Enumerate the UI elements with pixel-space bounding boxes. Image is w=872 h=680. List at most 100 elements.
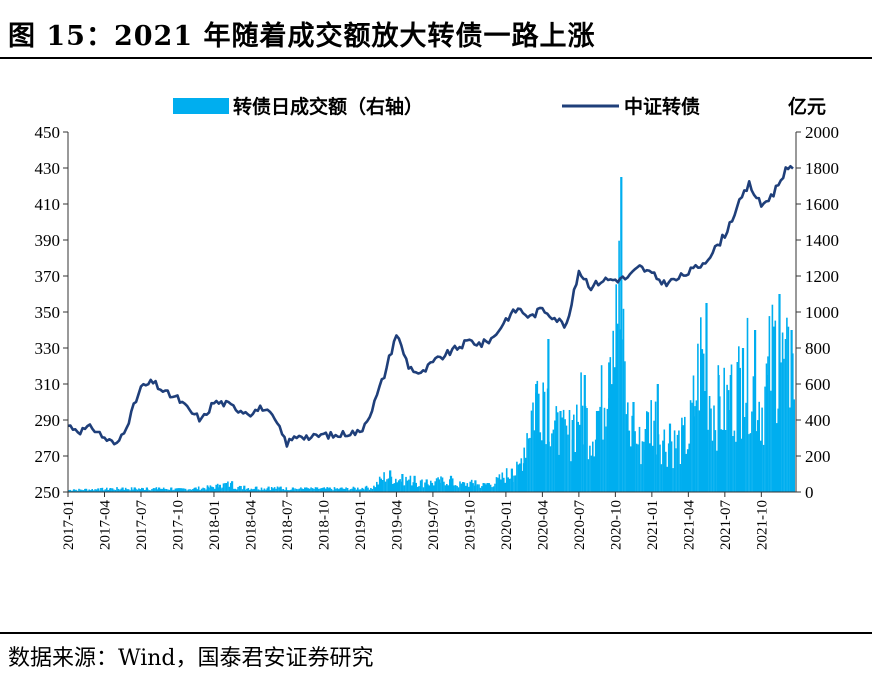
volume-bar [235,489,238,492]
volume-bar [362,488,365,492]
volume-bar [593,456,596,492]
volume-bar [186,490,188,492]
volume-bar [281,489,283,492]
right-axis-unit: 亿元 [788,95,826,118]
volume-bar [514,475,517,492]
volume-bar [305,487,308,492]
volume-bar-peak [790,330,793,492]
volume-bar [257,489,260,492]
volume-bar [758,401,760,492]
volume-bar [82,490,85,492]
volume-bar-peak [340,487,343,492]
volume-bar [338,489,340,492]
volume-bar [135,488,137,492]
x-tick-label: 2021-01 [645,500,661,550]
volume-bar-peak [498,479,501,492]
volume-bar [205,489,207,492]
volume-bar [313,488,315,492]
volume-bar [613,367,616,492]
volume-bar [295,488,298,492]
volume-bar [552,429,555,492]
volume-bar [251,489,254,492]
volume-bar [764,386,766,492]
volume-bar [301,488,304,492]
volume-bar [460,483,463,492]
volume-bar-peak [206,486,209,492]
volume-bar [665,451,667,492]
volume-bar [735,441,737,492]
volume-bar [673,430,676,492]
volume-bar [733,430,736,492]
volume-bar [208,487,210,492]
volume-bar [103,490,105,492]
volume-bar [743,417,746,492]
volume-bar [148,490,150,492]
volume-bar [428,485,431,492]
volume-bar [594,439,597,492]
volume-bar [278,487,280,492]
volume-bar [224,483,226,492]
volume-bar [381,480,384,492]
volume-bar [202,487,204,492]
volume-bar [654,401,657,492]
chart-svg: 转债日成交额（右轴） 中证转债 亿元 250 270 290 310 330 350 370… [35,95,840,550]
volume-bar [383,472,385,492]
volume-bar [120,488,123,492]
left-tick-label: 370 [35,267,61,286]
legend-label-index: 中证转债 [624,95,700,118]
volume-bar [132,489,134,492]
x-tick-label: 2019-01 [353,500,369,550]
volume-bar [234,488,236,492]
volume-bar [492,486,495,492]
volume-bar [545,444,547,492]
volume-bar [87,490,89,492]
volume-bar [119,489,121,492]
volume-bar [263,488,266,492]
volume-bar [273,487,276,492]
volume-bar [719,396,721,492]
volume-bar [84,488,86,492]
volume-bar [142,488,144,492]
volume-bar [520,458,523,492]
volume-bar [419,480,422,492]
volume-bar [415,482,417,492]
volume-bar [275,488,277,492]
volume-bar [164,488,166,492]
volume-bar [530,410,533,492]
volume-bar [308,488,311,492]
volume-bar [405,476,407,492]
volume-bar [359,489,362,492]
volume-bar [284,490,286,492]
volume-bar-peak [231,481,234,492]
volume-bar [68,490,70,492]
volume-bar [345,487,347,492]
volume-bar [310,487,312,492]
volume-bar-peak [681,427,684,492]
volume-bar [691,402,693,492]
volume-bar-peak [267,486,270,492]
volume-bar [662,440,664,492]
volume-bar-peak [668,423,672,492]
volume-bar-peak [158,487,161,492]
chart-axes: 250 270 290 310 330 350 370 390 410 430 450 0 200 400… [35,123,840,550]
volume-bar [787,326,790,492]
volume-bar [745,402,747,492]
volume-bar [635,443,638,492]
volume-bar [549,446,552,492]
volume-bar [653,420,655,492]
volume-bar [494,483,496,492]
volume-bar [76,490,79,492]
volume-bar [700,317,702,492]
volume-bar [412,482,415,492]
volume-bar [491,487,493,492]
volume-bar [399,479,401,492]
volume-bar [222,483,225,492]
volume-bar [266,488,269,492]
volume-bar [88,489,90,492]
volume-bar [151,489,153,492]
volume-bar [736,362,739,492]
volume-bar [517,464,520,492]
volume-bar [123,489,126,492]
volume-bar [774,320,777,492]
volume-bar [367,487,369,492]
